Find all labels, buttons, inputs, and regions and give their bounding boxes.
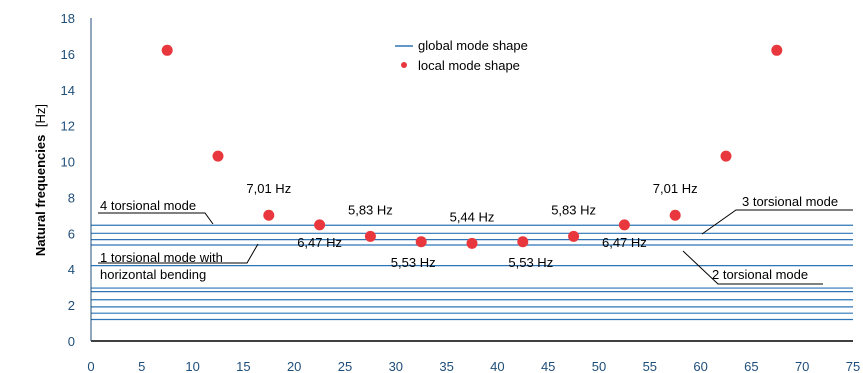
x-tick-label: 75: [846, 359, 860, 373]
value-label: 5,44 Hz: [450, 209, 495, 224]
value-label: 5,53 Hz: [508, 255, 553, 270]
y-tick-label: 18: [61, 11, 75, 26]
x-tick-label: 30: [389, 359, 403, 373]
local-mode-point: [466, 237, 478, 249]
x-tick-label: 25: [338, 359, 352, 373]
y-tick-label: 8: [68, 190, 75, 205]
local-mode-point: [517, 236, 529, 248]
x-tick-label: 35: [439, 359, 453, 373]
y-tick-label: 16: [61, 47, 75, 62]
x-tick-label: 45: [541, 359, 555, 373]
y-tick-label: 0: [68, 334, 75, 349]
legend: global mode shape local mode shape: [395, 38, 528, 73]
value-label: 5,83 Hz: [348, 202, 393, 217]
local-mode-point: [618, 219, 630, 231]
mode-annotation-leaders: [98, 209, 853, 285]
local-mode-point: [669, 209, 681, 221]
y-tick-label: 2: [68, 298, 75, 313]
y-tick-label: 10: [61, 155, 75, 170]
x-tick-label: 50: [592, 359, 606, 373]
local-mode-points: [161, 44, 783, 249]
x-tick-label: 40: [490, 359, 504, 373]
x-tick-label: 20: [287, 359, 301, 373]
x-tick-label: 15: [236, 359, 250, 373]
y-axis-label: Natural frequencies [Hz]: [33, 104, 48, 256]
x-tick-label: 60: [693, 359, 707, 373]
y-axis-label-unit: [Hz]: [33, 104, 48, 127]
x-tick-labels: 0 5 10 15 20 25 30 35 40 45 50 55 60 65 70 75: [87, 359, 860, 373]
local-mode-point: [720, 150, 732, 162]
value-label: 6,47 Hz: [297, 235, 342, 250]
value-label: 7,01 Hz: [653, 181, 698, 196]
annotation-2-torsional-mode: 2 torsional mode: [712, 267, 808, 282]
legend-global-label: global mode shape: [418, 38, 528, 53]
y-tick-labels: 0 2 4 6 8 10 12 14 16 18: [61, 11, 75, 349]
local-mode-point: [212, 150, 224, 162]
leader-2-torsional: [682, 250, 823, 285]
local-mode-point: [568, 230, 580, 242]
local-mode-point: [415, 236, 427, 248]
annotation-1-torsional-mode-line1: 1 torsional mode with: [100, 250, 223, 265]
y-tick-label: 6: [68, 226, 75, 241]
local-mode-point: [161, 44, 173, 56]
x-tick-label: 10: [185, 359, 199, 373]
leader-1-torsional: [98, 243, 259, 264]
value-label: 5,53 Hz: [391, 255, 436, 270]
annotation-3-torsional-mode: 3 torsional mode: [742, 194, 838, 209]
local-mode-point: [263, 209, 275, 221]
x-tick-label: 70: [795, 359, 809, 373]
legend-local-swatch: [401, 62, 407, 68]
local-mode-point: [314, 219, 326, 231]
annotation-4-torsional-mode: 4 torsional mode: [100, 198, 196, 213]
value-label: 7,01 Hz: [246, 181, 291, 196]
x-tick-label: 5: [138, 359, 145, 373]
x-tick-label: 55: [643, 359, 657, 373]
leader-3-torsional: [701, 209, 853, 235]
annotation-1-torsional-mode-line2: horizontal bending: [100, 267, 206, 282]
value-label: 5,83 Hz: [551, 202, 596, 217]
y-axis-label-main: Natural frequencies: [33, 135, 48, 256]
value-labels: 7,01 Hz 6,47 Hz 5,83 Hz 5,53 Hz 5,44 Hz 5,53 …: [246, 181, 697, 270]
x-tick-label: 0: [87, 359, 94, 373]
y-tick-label: 14: [61, 83, 75, 98]
legend-local-label: local mode shape: [418, 58, 520, 73]
x-tick-label: 65: [744, 359, 758, 373]
leader-4-torsional: [98, 212, 214, 225]
local-mode-point: [364, 230, 376, 242]
local-mode-point: [771, 44, 783, 56]
value-label: 6,47 Hz: [602, 235, 647, 250]
y-tick-label: 12: [61, 119, 75, 134]
y-tick-label: 4: [68, 262, 75, 277]
